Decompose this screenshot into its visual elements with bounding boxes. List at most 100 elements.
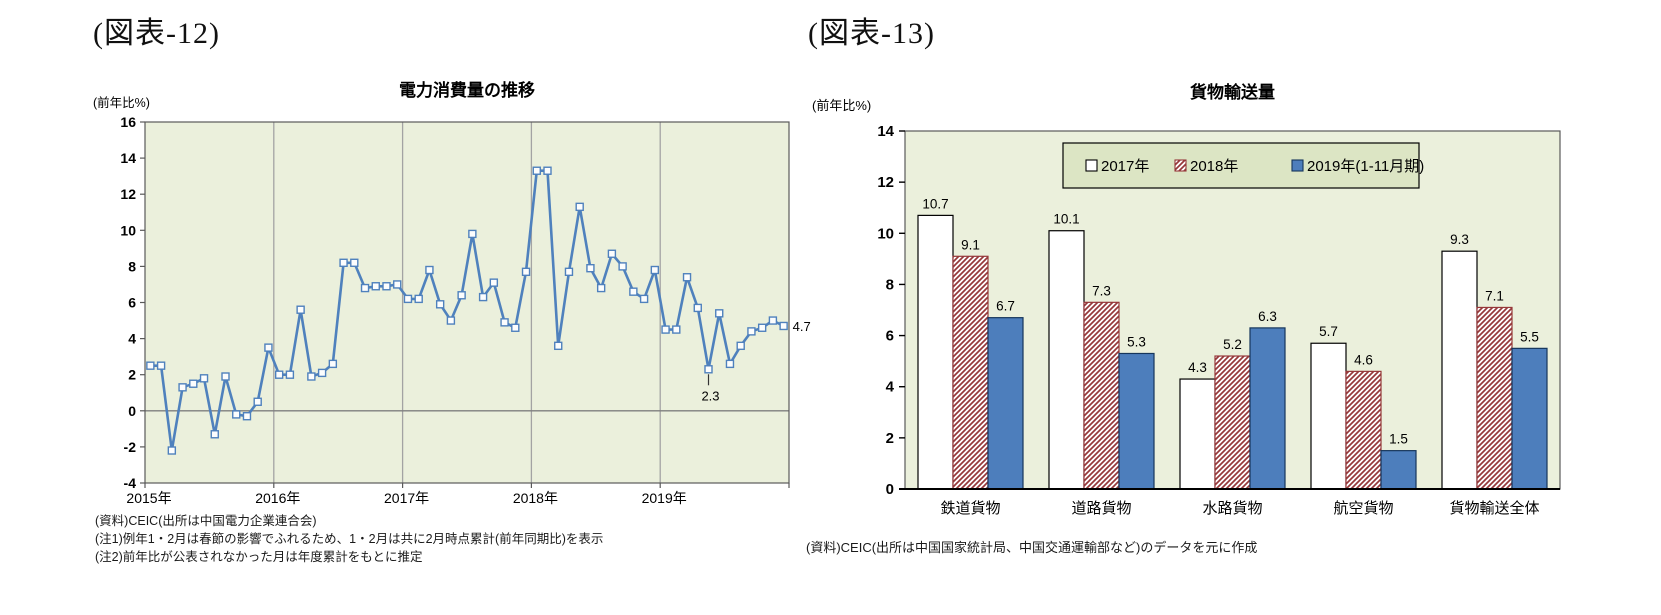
bar-blue	[1511, 347, 1548, 490]
bar-white	[1048, 230, 1085, 490]
bar-blue	[987, 317, 1024, 490]
data-point-marker	[554, 341, 563, 351]
bar-value-label: 6.3	[1258, 309, 1277, 324]
data-point-marker	[446, 316, 456, 325]
data-point-marker	[403, 294, 413, 304]
data-point-marker	[736, 341, 745, 351]
data-point-marker	[682, 273, 692, 282]
data-point-marker	[360, 283, 370, 293]
x-category-label: 道路貨物	[1071, 500, 1131, 517]
y-tick-label: 8	[128, 258, 136, 274]
bar-hatched	[1345, 370, 1382, 490]
x-category-label: 航空貨物	[1333, 500, 1393, 517]
data-point-marker	[607, 249, 617, 258]
data-point-marker	[639, 294, 649, 304]
annotation-label: 2.3	[701, 388, 719, 403]
legend-swatch-blue	[1291, 159, 1304, 172]
bar-value-label: 10.1	[1053, 212, 1079, 227]
bar-value-label: 1.5	[1389, 432, 1408, 447]
y-tick-label: 4	[886, 379, 895, 396]
bar-value-label: 6.7	[996, 299, 1015, 314]
data-point-marker	[704, 365, 713, 374]
data-point-marker	[543, 166, 552, 175]
y-tick-label: 14	[120, 150, 136, 166]
y-tick-label: 2	[128, 367, 136, 383]
freight-yaxis-unit-label: (前年比%)	[812, 98, 872, 113]
data-point-marker	[221, 372, 230, 381]
data-point-marker	[779, 321, 788, 331]
data-point-marker	[296, 305, 305, 314]
data-point-marker	[672, 325, 681, 334]
data-point-marker	[317, 368, 327, 378]
data-point-marker	[650, 265, 660, 275]
data-point-marker	[757, 323, 767, 332]
y-tick-label: 12	[877, 174, 894, 191]
electricity-note-2: (注2)前年比が公表されなかった月は年度累計をもとに推定	[95, 550, 423, 564]
y-tick-label: 6	[128, 295, 136, 311]
data-point-marker	[521, 267, 531, 277]
data-point-marker	[350, 258, 359, 267]
bar-value-label: 7.1	[1485, 288, 1504, 303]
bar-blue	[1249, 327, 1286, 490]
plot-area	[145, 122, 789, 483]
data-point-marker	[371, 282, 380, 291]
bar-value-label: 5.2	[1223, 337, 1242, 352]
data-point-marker	[339, 258, 348, 267]
electricity-line-chart: -4 -2 0 2 4 6 8 10 12 14 16 2015年 2016年 2017年 2018年 201…	[120, 114, 811, 506]
y-tick-label: 2	[886, 430, 894, 447]
legend-label: 2017年	[1101, 158, 1149, 175]
data-point-marker	[511, 323, 520, 332]
data-point-marker	[189, 379, 198, 388]
x-year-label: 2016年	[255, 490, 300, 506]
electricity-yaxis-unit-label: (前年比%)	[93, 96, 150, 110]
data-point-marker	[618, 262, 627, 271]
data-point-marker	[382, 282, 391, 291]
x-category-label: 貨物輸送全体	[1449, 499, 1539, 517]
bar-value-label: 5.5	[1520, 329, 1539, 344]
legend-label: 2019年(1-11月期)	[1307, 158, 1424, 175]
y-tick-label: 10	[877, 225, 894, 242]
data-point-marker	[178, 383, 187, 392]
x-category-label: 鉄道貨物	[940, 500, 1000, 517]
data-point-marker	[489, 278, 499, 287]
bar-hatched	[1476, 306, 1513, 490]
data-point-marker	[253, 397, 262, 406]
x-year-label: 2018年	[513, 490, 558, 506]
data-point-marker	[156, 361, 166, 370]
data-point-marker	[596, 283, 606, 293]
bar-hatched	[1214, 355, 1251, 490]
annotation-label: 4.7	[793, 319, 811, 334]
bar-white	[1441, 250, 1478, 490]
y-tick-label: 10	[120, 222, 136, 238]
bar-white	[917, 214, 954, 490]
data-point-marker	[500, 318, 509, 327]
data-point-marker	[199, 374, 209, 383]
y-tick-label: 0	[128, 403, 136, 419]
bar-value-label: 5.3	[1127, 334, 1146, 349]
bar-white	[1310, 342, 1347, 490]
data-point-marker	[425, 265, 434, 275]
data-point-marker	[564, 267, 574, 277]
data-point-marker	[725, 359, 735, 369]
data-point-marker	[167, 446, 177, 455]
bar-hatched	[1083, 301, 1120, 490]
electricity-chart-title: 電力消費量の推移	[399, 81, 535, 100]
data-point-marker	[146, 361, 155, 370]
data-point-marker	[414, 294, 423, 304]
bar-value-label: 10.7	[922, 196, 948, 211]
y-tick-label: 8	[886, 276, 894, 293]
y-tick-label: 16	[120, 114, 136, 130]
bar-blue	[1380, 450, 1417, 490]
data-point-marker	[264, 343, 273, 352]
bar-value-label: 7.3	[1092, 283, 1111, 298]
freight-bar-chart: 0 2 4 6 8 10 12 14 鉄道貨物 道路貨物 水路貨物 航空貨物 貨物輸送全体 10.7 10.…	[877, 123, 1561, 517]
data-point-marker	[242, 412, 252, 421]
data-point-marker	[575, 202, 584, 212]
freight-source-note: (資料)CEIC(出所は中国国家統計局、中国交通運輸部など)のデータを元に作成	[806, 540, 1258, 555]
bar-blue	[1118, 352, 1155, 490]
data-point-marker	[532, 166, 541, 175]
data-point-marker	[629, 287, 638, 296]
electricity-note-1: (注1)例年1・2月は春節の影響でふれるため、1・2月は共に2月時点累計(前年同…	[95, 532, 604, 546]
data-point-marker	[210, 430, 219, 439]
figure-label-12: (図表-12)	[93, 17, 220, 50]
